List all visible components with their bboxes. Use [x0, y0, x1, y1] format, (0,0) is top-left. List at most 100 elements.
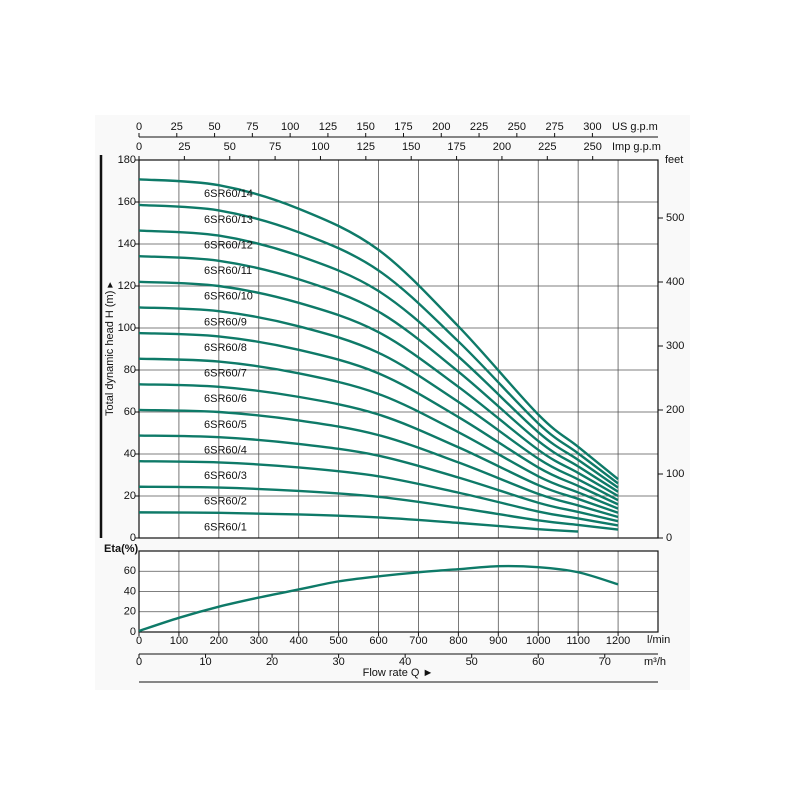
x3-tick-label: 150	[402, 141, 420, 153]
series-label: 6SR60/4	[204, 444, 247, 456]
series-label: 6SR60/2	[204, 496, 247, 508]
x2-tick-label: 50	[466, 656, 478, 668]
y-tick-label: 160	[118, 196, 136, 208]
x-tick-label: 1000	[526, 635, 550, 647]
line-series	[138, 459, 619, 527]
line-series	[138, 511, 579, 533]
y2-tick-label: 0	[666, 532, 672, 544]
series-label: 6SR60/5	[204, 419, 247, 431]
line-series	[138, 203, 619, 485]
y-tick-label: 40	[124, 585, 136, 597]
x-tick-label: 800	[449, 635, 467, 647]
x3-axis-label: Imp g.p.m	[612, 141, 661, 153]
y2-tick-label: 500	[666, 212, 684, 224]
x-tick-label: 1200	[606, 635, 630, 647]
x3-tick-label: 125	[357, 141, 375, 153]
y2-axis-label: feet	[665, 154, 683, 166]
x2-tick-label: 10	[199, 656, 211, 668]
y-tick-label: 120	[118, 280, 136, 292]
y-tick-label: 140	[118, 238, 136, 250]
y-tick-label: 100	[118, 322, 136, 334]
y2-tick-label: 300	[666, 340, 684, 352]
eta-axis-label: Eta(%)	[104, 543, 139, 555]
y2-tick-label: 100	[666, 468, 684, 480]
x2-tick-label: 100	[281, 121, 299, 133]
y-tick-label: 40	[124, 448, 136, 460]
series-label: 6SR60/12	[204, 239, 253, 251]
series-label: 6SR60/14	[204, 188, 253, 200]
x2-tick-label: 25	[171, 121, 183, 133]
x2-axis-label: US g.p.m	[612, 121, 658, 133]
line-series	[138, 434, 619, 523]
series-label: 6SR60/9	[204, 316, 247, 328]
y-tick-label: 60	[124, 565, 136, 577]
x2-tick-label: 40	[399, 656, 411, 668]
series-label: 6SR60/11	[204, 265, 252, 277]
y-tick-label: 20	[124, 606, 136, 618]
series-label: 6SR60/13	[204, 214, 253, 226]
y-tick-label: 80	[124, 364, 136, 376]
line-series	[138, 564, 619, 633]
x2-axis-label: m³/h	[644, 656, 666, 668]
plot-frame	[138, 550, 659, 633]
x2-tick-label: 75	[246, 121, 258, 133]
line-series	[138, 229, 619, 489]
line-series	[138, 178, 619, 481]
x2-tick-label: 30	[332, 656, 344, 668]
x-unit-label: l/min	[647, 634, 670, 646]
series-label: 6SR60/3	[204, 470, 247, 482]
x2-tick-label: 175	[394, 121, 412, 133]
line-series	[138, 306, 619, 502]
x2-tick-label: 275	[545, 121, 563, 133]
x2-tick-label: 200	[432, 121, 450, 133]
line-series	[138, 357, 619, 510]
line-series	[138, 408, 619, 519]
x3-tick-label: 0	[136, 141, 142, 153]
x-tick-label: 0	[136, 635, 142, 647]
x3-tick-label: 75	[269, 141, 281, 153]
y-tick-label: 20	[124, 490, 136, 502]
line-series	[138, 280, 619, 498]
x-tick-label: 100	[170, 635, 188, 647]
y-axis-label: Total dynamic head H (m) ▸	[104, 282, 116, 416]
x-tick-label: 700	[409, 635, 427, 647]
x2-tick-label: 250	[508, 121, 526, 133]
y2-tick-label: 200	[666, 404, 684, 416]
y-tick-label: 180	[118, 154, 136, 166]
series-label: 6SR60/1	[204, 521, 247, 533]
x2-tick-label: 0	[136, 656, 142, 668]
line-series	[138, 331, 619, 506]
x3-tick-label: 100	[311, 141, 329, 153]
x-tick-label: 900	[489, 635, 507, 647]
y2-tick-label: 400	[666, 276, 684, 288]
x2-tick-label: 50	[208, 121, 220, 133]
x3-tick-label: 200	[493, 141, 511, 153]
x-tick-label: 200	[210, 635, 228, 647]
x-axis-label: Flow rate Q ►	[363, 667, 434, 679]
x2-tick-label: 225	[470, 121, 488, 133]
x2-tick-label: 300	[583, 121, 601, 133]
x3-tick-label: 25	[178, 141, 190, 153]
line-series	[138, 254, 619, 493]
series-label: 6SR60/10	[204, 291, 253, 303]
x2-tick-label: 60	[532, 656, 544, 668]
x3-tick-label: 225	[538, 141, 556, 153]
plot-frame	[138, 159, 659, 539]
x3-tick-label: 175	[447, 141, 465, 153]
x-tick-label: 600	[369, 635, 387, 647]
x-tick-label: 300	[250, 635, 268, 647]
x2-tick-label: 70	[599, 656, 611, 668]
line-series	[138, 485, 619, 531]
series-label: 6SR60/8	[204, 342, 247, 354]
y-tick-label: 0	[130, 626, 136, 638]
line-series	[138, 383, 619, 514]
y-tick-label: 60	[124, 406, 136, 418]
x2-tick-label: 125	[319, 121, 337, 133]
x3-tick-label: 250	[583, 141, 601, 153]
x2-tick-label: 20	[266, 656, 278, 668]
series-label: 6SR60/6	[204, 393, 247, 405]
x2-tick-label: 150	[357, 121, 375, 133]
x2-tick-label: 0	[136, 121, 142, 133]
series-label: 6SR60/7	[204, 368, 247, 380]
